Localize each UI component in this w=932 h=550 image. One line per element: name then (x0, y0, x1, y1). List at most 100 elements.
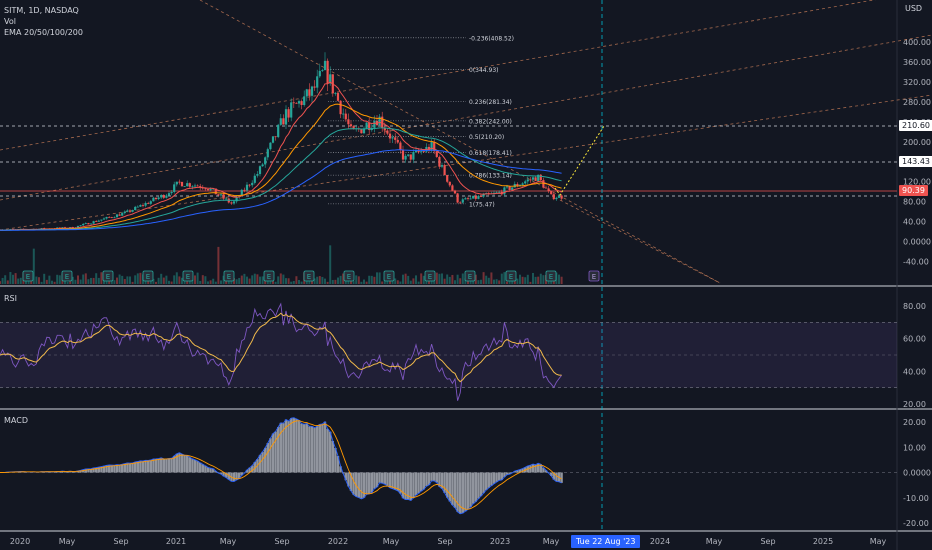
macd-histogram-bar (448, 472, 451, 502)
price-candle (503, 187, 506, 195)
macd-histogram-bar (199, 462, 202, 473)
macd-histogram-bar (539, 464, 542, 473)
volume-bar (35, 276, 38, 284)
volume-bar (170, 281, 173, 284)
price-candle (144, 202, 147, 206)
volume-bar (95, 273, 98, 284)
price-candle (407, 154, 410, 156)
volume-bar (69, 281, 72, 284)
earnings-marker: E (61, 270, 73, 282)
macd-histogram-bar (383, 472, 386, 485)
fib-level-label: 0.382(242.00) (469, 118, 512, 125)
price-candle (43, 228, 46, 229)
price-candle (498, 191, 501, 193)
macd-histogram-bar (347, 472, 350, 487)
price-candle (466, 198, 470, 200)
volume-bar (212, 278, 215, 284)
macd-histogram-bar (513, 470, 516, 473)
macd-histogram-bar (136, 461, 139, 473)
macd-y-tick-label: 20.00 (903, 418, 926, 427)
price-candle (217, 194, 220, 196)
price-candle (292, 102, 295, 104)
volume-bar (123, 279, 126, 284)
price-candle (477, 196, 480, 199)
volume-bar (181, 277, 183, 284)
price-candle (420, 151, 423, 153)
macd-histogram-bar (128, 463, 132, 473)
price-candle (300, 101, 303, 105)
macd-histogram-bar (430, 472, 433, 481)
macd-histogram-bar (401, 472, 405, 499)
volume-bar (165, 275, 168, 284)
volume-bar (282, 274, 285, 284)
earnings-marker-label: E (267, 273, 271, 281)
fib-level-label: 0.5(210.20) (469, 134, 504, 141)
macd-histogram-bar (175, 453, 178, 473)
macd-histogram-bar (422, 472, 425, 490)
macd-histogram-bar (206, 467, 210, 473)
price-candle (290, 102, 293, 118)
volume-bar (412, 278, 415, 284)
volume-bar (17, 278, 20, 284)
future-earnings-box (588, 270, 600, 282)
volume-bar (209, 280, 212, 284)
volume-bar (534, 276, 537, 284)
macd-histogram-bar (490, 472, 493, 486)
volume-bar (27, 280, 30, 284)
price-candle (459, 202, 462, 204)
volume-bar (316, 276, 319, 284)
earnings-marker-box (303, 270, 315, 282)
price-candle (560, 195, 563, 199)
volume-bar (407, 275, 410, 284)
volume-legend: Vol (4, 17, 16, 26)
earnings-marker-box (545, 270, 557, 282)
volume-bar (337, 277, 339, 284)
price-candle (360, 129, 363, 134)
macd-histogram-bar (334, 447, 337, 473)
earnings-marker-label: E (468, 273, 472, 281)
macd-histogram-bar (466, 472, 470, 510)
volume-bar (373, 276, 376, 284)
macd-histogram-bar (331, 440, 334, 473)
volume-bar (555, 272, 558, 284)
price-candle (287, 109, 290, 118)
volume-bar (243, 273, 246, 284)
fib-level-label: 1(75.47) (469, 201, 495, 208)
macd-histogram-bar (336, 455, 340, 473)
price-candle (552, 194, 555, 200)
price-candle (435, 151, 438, 157)
macd-histogram-bar (300, 423, 303, 473)
macd-histogram-bar (149, 460, 152, 473)
volume-bar (248, 278, 251, 284)
volume-bar (526, 274, 529, 284)
x-tick-label: Sep (113, 537, 128, 546)
earnings-marker-label: E (26, 273, 30, 281)
ema-100-line (0, 127, 562, 231)
price-candle (446, 175, 449, 182)
volume-bar (32, 248, 35, 284)
earnings-marker-label: E (347, 273, 351, 281)
volume-bar (355, 275, 358, 284)
macd-histogram-bar (97, 467, 100, 473)
earnings-marker-box (223, 270, 235, 282)
price-y-tick-label: 40.00 (903, 218, 926, 227)
macd-histogram-bar (386, 472, 389, 486)
price-candle (427, 146, 431, 151)
macd-histogram-bar (321, 423, 324, 473)
macd-histogram-bar (271, 433, 275, 473)
macd-y-tick-label: 0.0000 (903, 469, 931, 478)
price-candle (451, 185, 454, 191)
macd-histogram-bar (295, 418, 298, 473)
macd-histogram-bar (534, 464, 537, 473)
earnings-marker: E (464, 270, 476, 282)
macd-histogram-bar (277, 427, 280, 473)
volume-bar (503, 272, 506, 284)
volume-bar (404, 273, 407, 284)
macd-histogram-bar (412, 472, 415, 499)
price-candle (282, 118, 285, 125)
price-candle (524, 181, 527, 184)
macd-histogram-bar (542, 467, 545, 473)
price-candle (253, 175, 256, 183)
